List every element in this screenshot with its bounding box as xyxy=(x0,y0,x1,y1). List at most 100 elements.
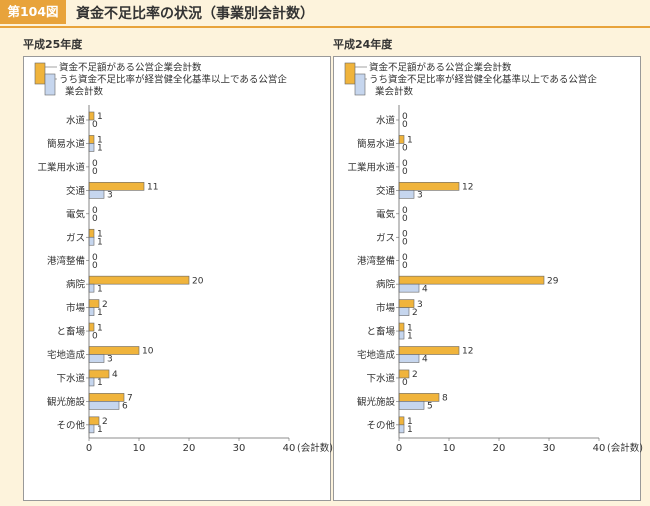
data-label-secondary: 4 xyxy=(422,284,428,294)
category-label: 病院 xyxy=(376,279,396,291)
x-tick-label: 0 xyxy=(86,443,92,454)
bar-secondary xyxy=(88,283,95,293)
bar-primary xyxy=(398,416,405,426)
x-tick-label: 30 xyxy=(233,443,246,454)
data-label-secondary: 1 xyxy=(97,144,103,154)
data-label-secondary: 5 xyxy=(427,402,433,412)
data-label-primary: 29 xyxy=(547,276,559,286)
bar-primary xyxy=(88,322,95,332)
bar-primary xyxy=(88,275,190,285)
category-label: 簡易水道 xyxy=(357,138,396,150)
chart-svg: 資金不足額がある公営企業会計数うち資金不足比率が経営健全化基準以上である公営企業… xyxy=(34,62,333,454)
header-divider xyxy=(0,26,650,28)
category-label: その他 xyxy=(56,419,85,431)
legend-label-primary: 資金不足額がある公営企業会計数 xyxy=(369,62,512,74)
panel-title: 平成24年度 xyxy=(333,38,393,51)
category-label: その他 xyxy=(366,419,395,431)
category-label: 下水道 xyxy=(366,372,395,384)
figure-header: 第104図 資金不足比率の状況（事業別会計数） xyxy=(0,0,650,28)
data-label-primary: 12 xyxy=(462,183,473,193)
data-label-secondary: 0 xyxy=(92,120,98,130)
bar-primary xyxy=(398,369,410,379)
data-label-primary: 0 xyxy=(92,159,98,169)
category-label: と畜場 xyxy=(56,326,85,338)
x-axis-unit: (会計数) xyxy=(607,442,643,454)
category-label: 水道 xyxy=(66,115,86,127)
bar-primary xyxy=(88,299,100,308)
data-label-primary: 1 xyxy=(407,323,413,333)
x-tick-label: 30 xyxy=(543,443,556,454)
x-tick-label: 0 xyxy=(396,443,402,454)
data-label-secondary: 0 xyxy=(402,214,408,224)
data-label-secondary: 0 xyxy=(402,378,408,388)
bar-primary xyxy=(398,135,405,144)
category-label: 工業用水道 xyxy=(37,161,85,173)
data-label-primary: 11 xyxy=(147,183,158,193)
data-label-secondary: 0 xyxy=(402,120,408,130)
data-label-primary: 0 xyxy=(402,229,408,239)
chart-panel-h25: 平成25年度 資金不足額がある公営企業会計数 うち資金不足比率が経営健全化基準以上… xyxy=(23,36,333,501)
bar-primary xyxy=(88,135,95,144)
legend-label-secondary-cont: 業会計数 xyxy=(375,86,414,98)
category-label: 港湾整備 xyxy=(357,255,395,267)
data-label-primary: 0 xyxy=(402,159,408,169)
bar-primary xyxy=(398,299,415,308)
bar-secondary xyxy=(398,354,420,363)
category-label: 水道 xyxy=(376,115,396,127)
data-label-primary: 3 xyxy=(417,300,423,310)
legend-swatch-primary xyxy=(34,62,46,85)
chart-panel-h24: 平成24年度 資金不足額がある公営企業会計数 うち資金不足比率が経営健全化基準以上… xyxy=(333,36,643,501)
data-label-secondary: 0 xyxy=(402,167,408,177)
x-tick-label: 10 xyxy=(133,443,146,454)
data-label-secondary: 1 xyxy=(97,237,103,247)
category-label: 工業用水道 xyxy=(347,161,395,173)
bar-secondary xyxy=(88,377,95,387)
data-label-primary: 10 xyxy=(142,347,154,357)
legend-swatch-primary xyxy=(344,62,356,85)
x-tick-label: 10 xyxy=(443,443,456,454)
bar-secondary xyxy=(88,401,120,410)
data-label-secondary: 0 xyxy=(92,331,98,341)
data-label-secondary: 0 xyxy=(92,214,98,224)
x-tick-label: 20 xyxy=(493,443,506,454)
bar-secondary xyxy=(398,190,415,199)
x-tick-label: 40 xyxy=(593,443,606,454)
category-label: 観光施設 xyxy=(357,396,396,408)
data-label-secondary: 0 xyxy=(402,261,408,271)
bar-primary xyxy=(398,182,460,191)
figure-title: 資金不足比率の状況（事業別会計数） xyxy=(76,6,314,22)
bar-primary xyxy=(88,228,95,238)
category-label: 市場 xyxy=(376,302,396,314)
bar-secondary xyxy=(88,424,95,434)
data-label-primary: 1 xyxy=(97,229,103,239)
panel-title: 平成25年度 xyxy=(23,38,83,51)
category-label: ガス xyxy=(376,233,395,244)
data-label-secondary: 1 xyxy=(97,378,103,388)
legend-label-secondary-cont: 業会計数 xyxy=(65,86,104,98)
category-label: 下水道 xyxy=(56,372,85,384)
data-label-primary: 7 xyxy=(127,394,133,404)
legend-label-secondary: うち資金不足比率が経営健全化基準以上である公営企 xyxy=(369,74,597,86)
category-label: 簡易水道 xyxy=(47,138,86,150)
bar-secondary xyxy=(398,307,410,316)
data-label-secondary: 0 xyxy=(92,261,98,271)
data-label-secondary: 0 xyxy=(402,144,408,154)
data-label-primary: 0 xyxy=(92,253,98,263)
data-label-primary: 1 xyxy=(97,136,103,146)
category-label: 観光施設 xyxy=(47,396,86,408)
bar-primary xyxy=(398,346,460,355)
category-label: と畜場 xyxy=(366,326,395,338)
figure-number-badge: 第104図 xyxy=(0,0,66,24)
data-label-secondary: 0 xyxy=(402,237,408,247)
data-label-primary: 1 xyxy=(407,417,413,427)
data-label-primary: 0 xyxy=(92,206,98,216)
data-label-secondary: 1 xyxy=(97,425,103,435)
bar-primary xyxy=(398,322,405,332)
data-label-secondary: 3 xyxy=(107,355,113,365)
bar-primary xyxy=(88,111,95,121)
bar-primary xyxy=(398,393,440,402)
data-label-secondary: 2 xyxy=(412,308,418,318)
data-label-primary: 2 xyxy=(412,370,418,380)
data-label-primary: 0 xyxy=(402,112,408,122)
category-label: 病院 xyxy=(66,279,86,291)
